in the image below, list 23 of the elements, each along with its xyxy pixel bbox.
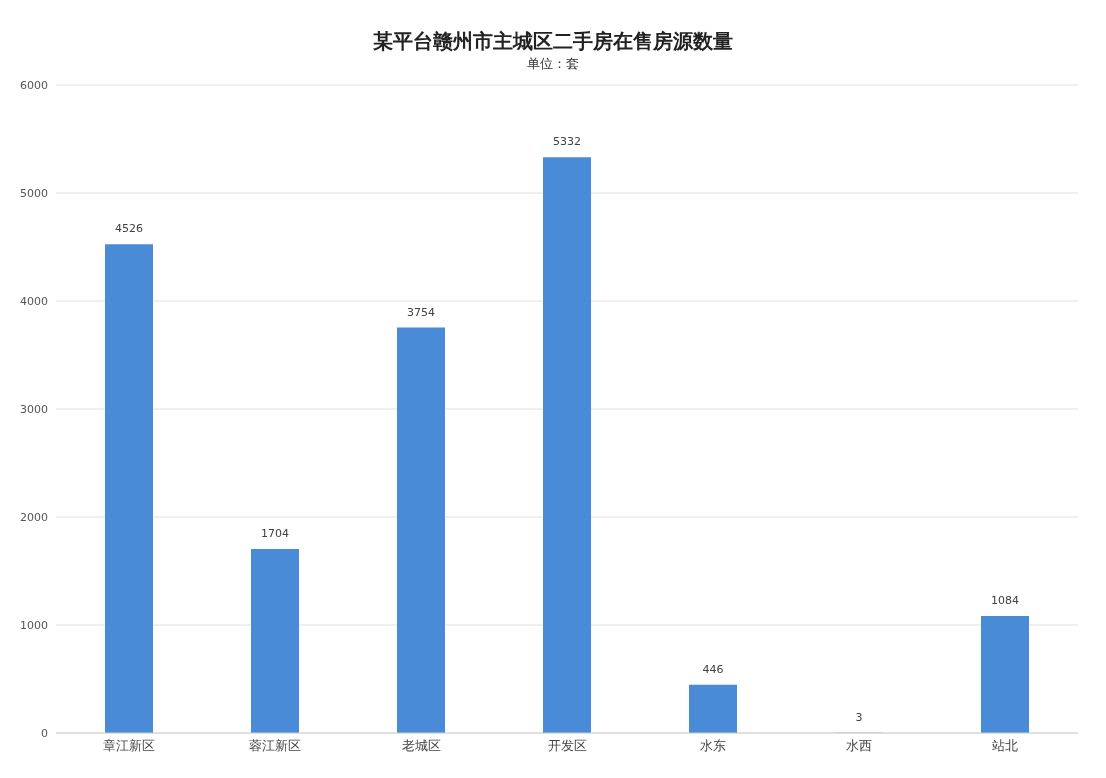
data-label: 3: [855, 710, 863, 724]
x-tick-label: 站北: [992, 738, 1018, 754]
x-tick-label: 水西: [846, 738, 872, 754]
chart-title: 某平台赣州市主城区二手房在售房源数量: [372, 28, 734, 55]
y-tick-label: 6000: [20, 78, 48, 92]
y-tick-label: 3000: [20, 402, 48, 416]
y-tick-label: 1000: [20, 618, 48, 632]
y-tick-label: 5000: [20, 186, 48, 200]
data-label: 3754: [407, 305, 435, 319]
x-tick-label: 开发区: [547, 738, 587, 754]
chart-subtitle: 单位：套: [526, 55, 580, 73]
x-tick-label: 蓉江新区: [249, 738, 301, 754]
y-tick-label: 4000: [20, 294, 48, 308]
data-label: 1704: [261, 526, 289, 540]
y-tick-label: 2000: [20, 510, 48, 524]
data-label: 4526: [115, 222, 143, 236]
data-label: 446: [702, 662, 724, 676]
x-tick-label: 章江新区: [103, 738, 155, 754]
data-label: 5332: [553, 135, 581, 149]
data-label: 1084: [991, 593, 1019, 607]
x-tick-label: 老城区: [401, 738, 441, 754]
y-tick-label: 0: [41, 726, 48, 740]
x-tick-label: 水东: [700, 738, 726, 754]
